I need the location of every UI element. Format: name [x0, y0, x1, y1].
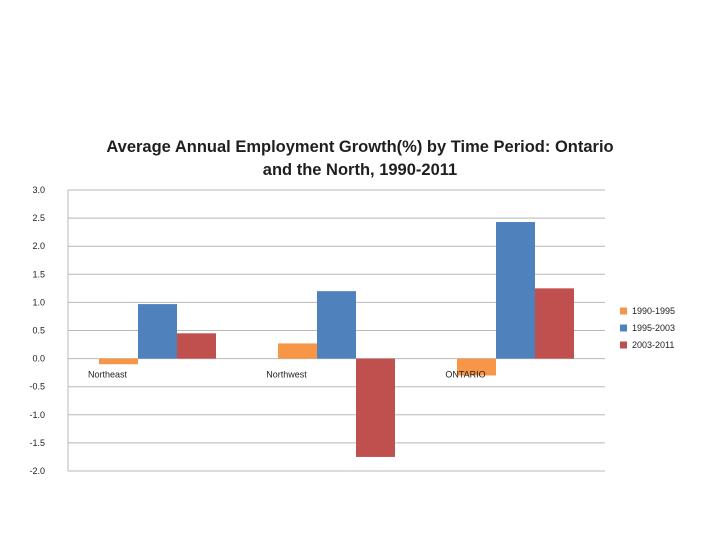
legend-swatch	[620, 341, 627, 349]
bar-1990-1995-ontario	[457, 358, 496, 376]
y-tick-label: -2.0	[29, 466, 45, 476]
y-tick-label: 2.5	[32, 213, 45, 223]
chart-title-line-1: Average Annual Employment Growth(%) by T…	[106, 138, 613, 156]
legend-label: 1995-2003	[632, 323, 675, 333]
legend-label: 1990-1995	[632, 306, 675, 316]
bar-1995-2003-northwest	[317, 291, 356, 359]
category-label: ONTARIO	[445, 370, 485, 380]
y-tick-label: -1.5	[29, 438, 45, 448]
y-tick-label: 0.0	[32, 354, 45, 364]
legend-swatch	[620, 307, 627, 315]
y-tick-label: -0.5	[29, 382, 45, 392]
y-tick-label: 1.0	[32, 297, 45, 307]
category-label: Northwest	[266, 370, 307, 380]
legend: 1990-1995 1995-2003 2003-2011	[620, 306, 675, 350]
bars	[99, 222, 574, 457]
bar-1995-2003-ontario	[496, 222, 535, 359]
y-tick-label: 1.5	[32, 269, 45, 279]
legend-label: 2003-2011	[632, 340, 674, 350]
bar-2003-2011-northeast	[177, 333, 216, 359]
y-tick-label: 3.0	[32, 185, 45, 195]
y-axis: 3.0 2.5 2.0 1.5 1.0 0.5 0.0 -0.5 -1.0 -1.5 -2.0	[29, 185, 69, 476]
bar-1990-1995-northeast	[99, 358, 138, 365]
bar-1995-2003-northeast	[138, 304, 177, 359]
y-tick-label: 2.0	[32, 241, 45, 251]
chart-title-line-2: and the North, 1990-2011	[263, 161, 457, 179]
bar-2003-2011-northwest	[356, 358, 395, 457]
category-labels: Northeast Northwest ONTARIO	[88, 370, 486, 380]
y-tick-label: 0.5	[32, 326, 45, 336]
bar-2003-2011-ontario	[535, 288, 574, 359]
y-tick-label: -1.0	[29, 410, 45, 420]
legend-swatch	[620, 324, 627, 332]
bar-1990-1995-northwest	[278, 343, 317, 359]
category-label: Northeast	[88, 370, 128, 380]
